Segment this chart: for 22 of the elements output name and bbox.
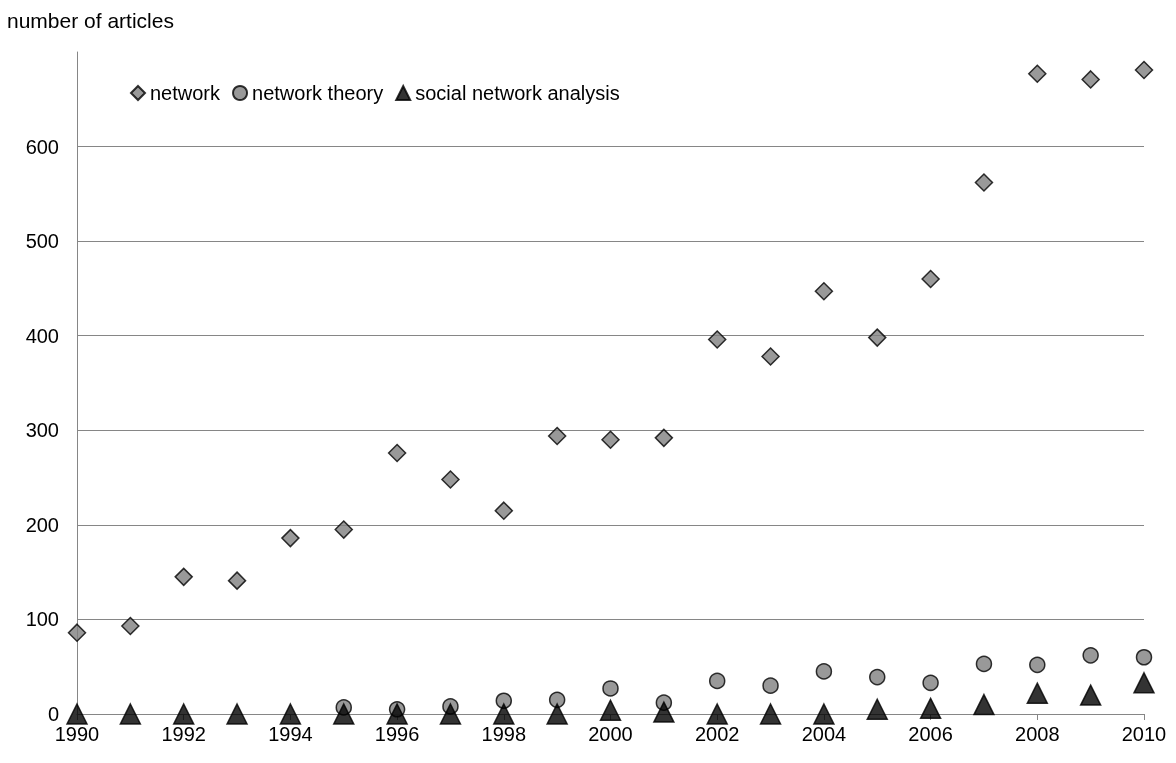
legend-label: network (150, 82, 222, 104)
legend-label: network theory (252, 82, 384, 104)
x-tick-label: 1996 (374, 723, 420, 745)
y-tick-label: 600 (25, 135, 59, 158)
y-tick-label: 100 (25, 608, 59, 631)
y-tick-label: 200 (25, 513, 59, 536)
x-tick-label: 1990 (54, 723, 100, 745)
y-tick-label: 300 (25, 419, 59, 442)
x-tick-label: 2008 (1015, 723, 1060, 745)
x-tick-label: 1998 (481, 723, 527, 745)
x-tick-label: 1992 (161, 723, 206, 745)
y-tick-label: 0 (47, 703, 59, 725)
x-tick-label: 2010 (1121, 723, 1167, 745)
x-tick-label: 1994 (268, 723, 313, 745)
x-tick-label: 2000 (588, 723, 633, 745)
y-tick-label: 400 (25, 324, 59, 347)
x-tick-label: 2004 (801, 723, 847, 745)
x-tick-label: 2002 (694, 723, 740, 745)
legend-label: social network analysis (415, 82, 620, 104)
y-axis-title: number of articles (7, 9, 174, 32)
y-tick-label: 500 (25, 230, 59, 253)
x-tick-label: 2006 (908, 723, 953, 745)
